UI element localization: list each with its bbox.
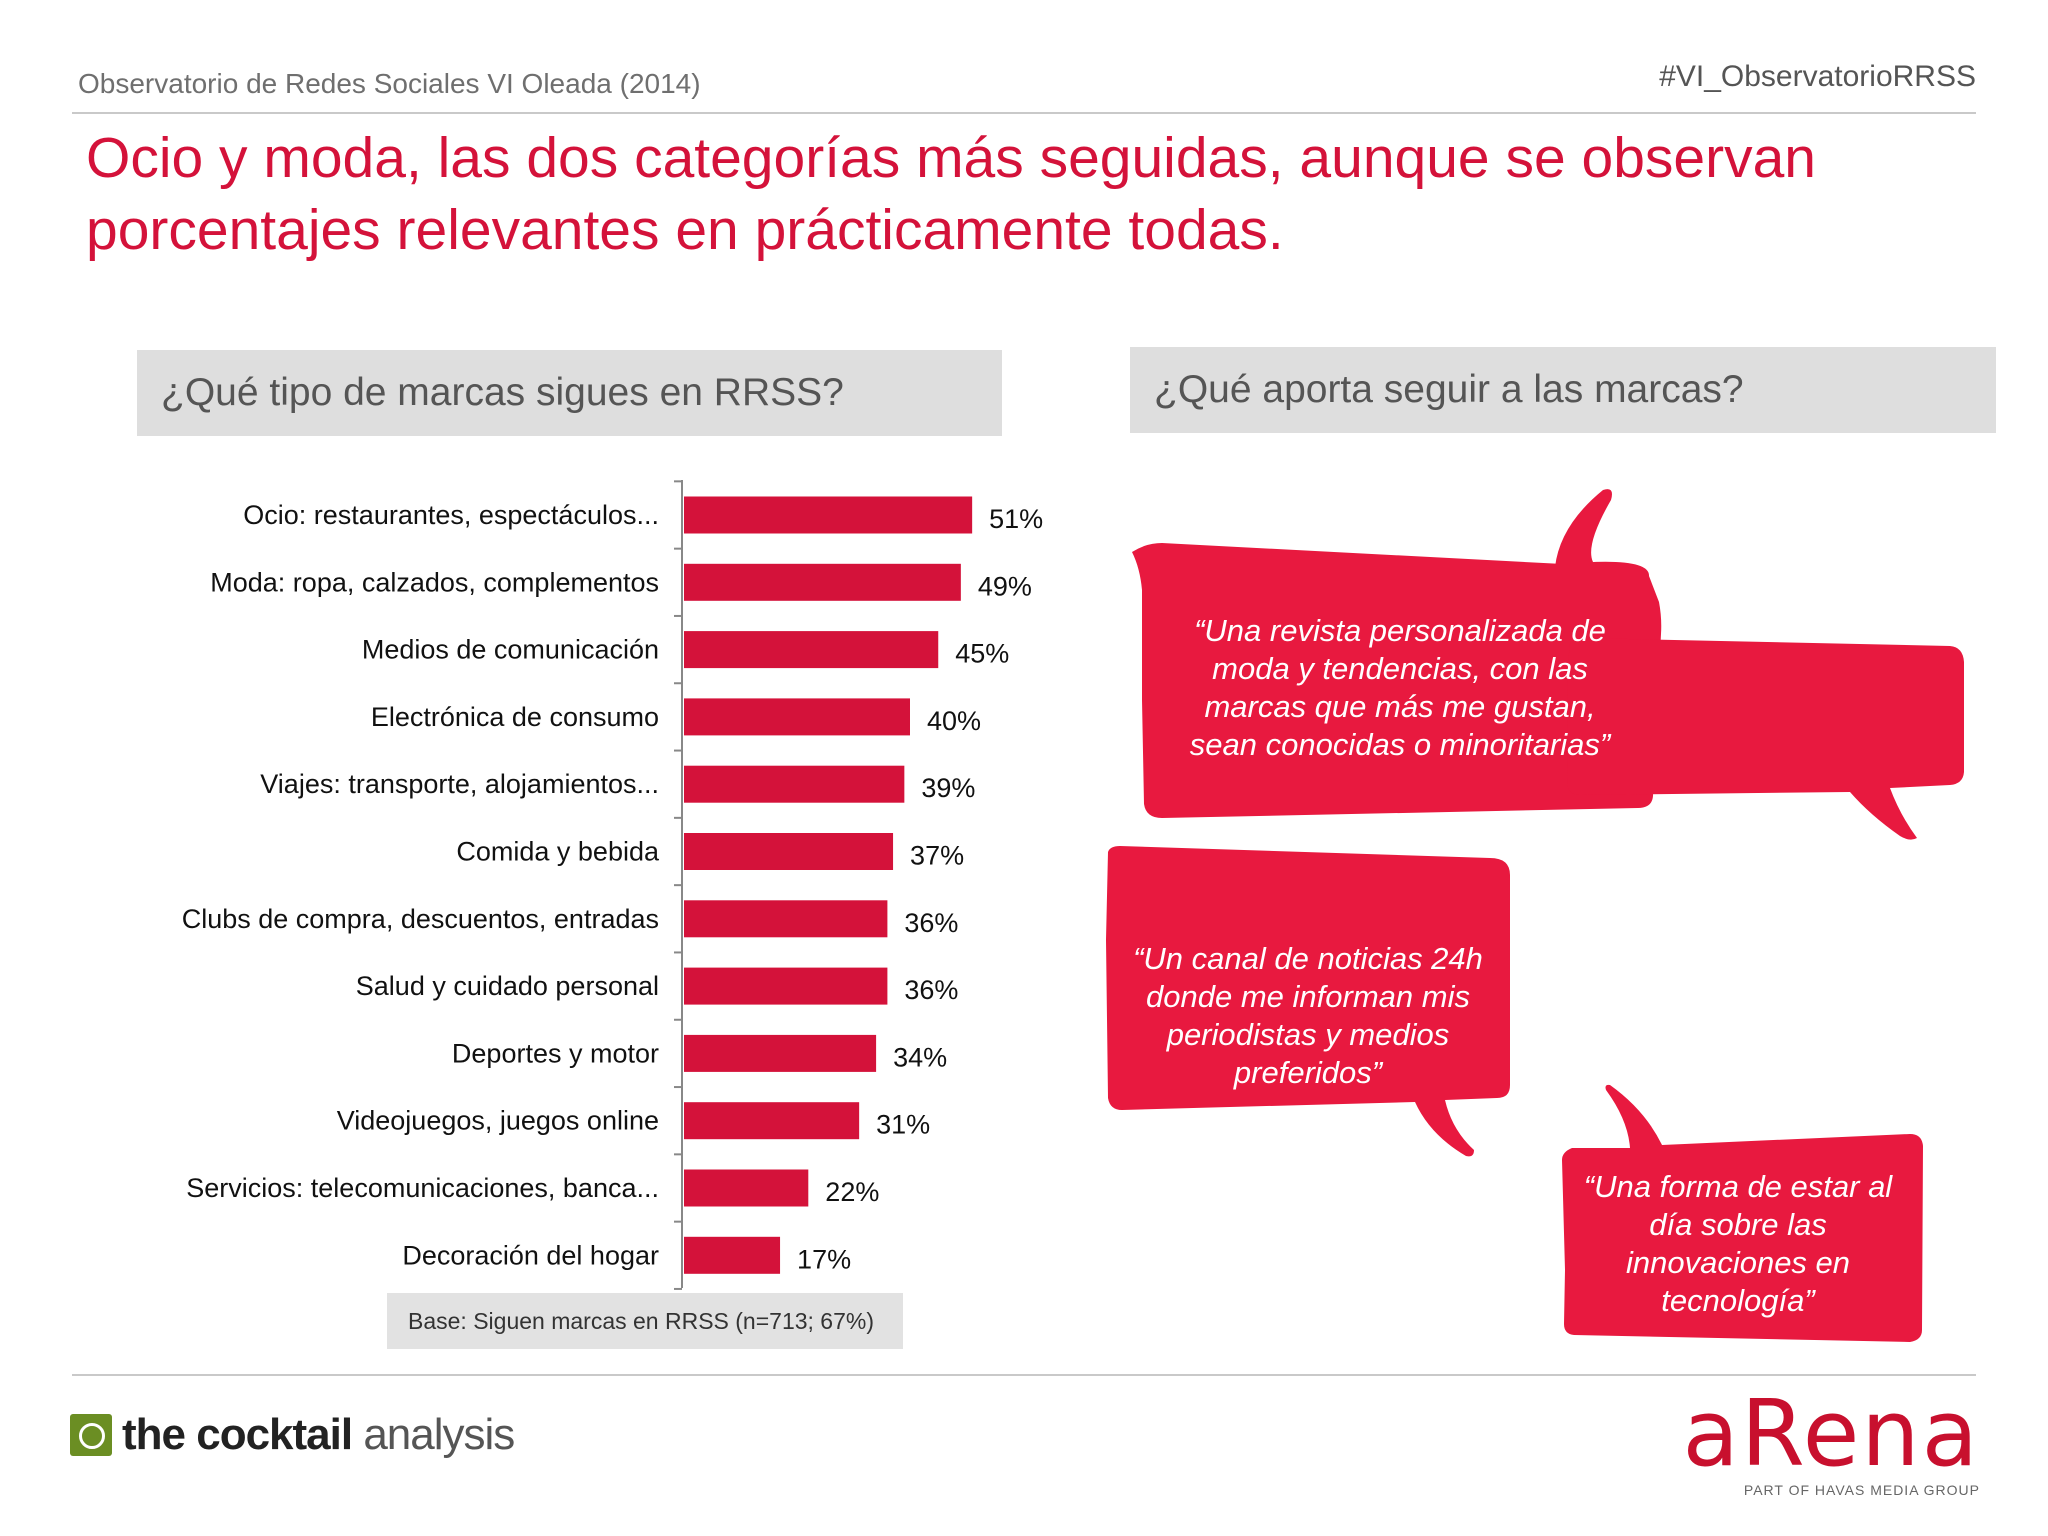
bar-value-label: 34% xyxy=(893,1042,947,1072)
category-label: Electrónica de consumo xyxy=(371,702,659,732)
category-label: Clubs de compra, descuentos, entradas xyxy=(182,904,659,934)
arena-logo-word: aRena xyxy=(1682,1380,1980,1487)
speech-bubble-1 xyxy=(1132,489,1662,818)
category-label: Servicios: telecomunicaciones, banca... xyxy=(186,1173,659,1203)
question-benefits: ¿Qué aporta seguir a las marcas? xyxy=(1130,347,1996,433)
hashtag: #VI_ObservatorioRRSS xyxy=(1659,60,1976,93)
bar xyxy=(684,967,888,1005)
quote-technology: “Una forma de estar al día sobre las inn… xyxy=(1583,1169,1893,1318)
bar xyxy=(684,1034,877,1072)
bar-value-label: 40% xyxy=(927,706,981,736)
bar xyxy=(684,833,894,870)
cocktail-logo-light: analysis xyxy=(363,1410,515,1459)
category-label: Viajes: transporte, alojamientos... xyxy=(260,769,659,799)
bar xyxy=(684,1236,781,1274)
cocktail-logo-icon xyxy=(70,1414,112,1456)
cocktail-logo-text: the cocktail analysis xyxy=(122,1410,515,1460)
speech-bubbles xyxy=(1106,489,1964,1342)
bar xyxy=(684,1169,809,1207)
bar-value-label: 37% xyxy=(910,841,964,871)
arena-logo: aRena PART OF HAVAS MEDIA GROUP xyxy=(1682,1380,1980,1499)
bubble-4-fill xyxy=(1566,1270,1568,1272)
bar xyxy=(684,631,939,669)
bar-value-label: 49% xyxy=(978,571,1032,601)
category-label: Videojuegos, juegos online xyxy=(337,1106,659,1136)
bar-value-label: 17% xyxy=(797,1244,851,1274)
quote-magazine: “Una revista personalizada de moda y ten… xyxy=(1189,613,1611,762)
quote-news-channel: “Un canal de noticias 24h donde me infor… xyxy=(1133,941,1483,1090)
speech-bubble-2 xyxy=(1567,638,1964,840)
category-label: Medios de comunicación xyxy=(362,635,659,665)
page-title: Ocio y moda, las dos categorías más segu… xyxy=(86,126,1816,262)
category-label: Decoración del hogar xyxy=(402,1240,659,1270)
bar-value-label: 45% xyxy=(955,639,1009,669)
footer-divider xyxy=(72,1374,1976,1376)
question-left-text: ¿Qué tipo de marcas sigues en RRSS? xyxy=(161,371,844,414)
arena-logo-subtitle: PART OF HAVAS MEDIA GROUP xyxy=(1743,1482,1980,1498)
bar-value-label: 31% xyxy=(876,1110,930,1140)
bar xyxy=(684,900,888,938)
bar-chart: Ocio: restaurantes, espectáculos... 51% Mo… xyxy=(182,480,1043,1290)
bar-value-label: 36% xyxy=(904,908,958,938)
base-note: Base: Siguen marcas en RRSS (n=713; 67%) xyxy=(387,1293,903,1349)
header-divider xyxy=(72,112,1976,114)
question-right-text: ¿Qué aporta seguir a las marcas? xyxy=(1154,368,1744,411)
cocktail-logo-bold: the cocktail xyxy=(122,1410,353,1459)
the-cocktail-analysis-logo: the cocktail analysis xyxy=(70,1410,515,1460)
bar xyxy=(684,698,910,736)
category-label: Deportes y motor xyxy=(452,1038,659,1068)
speech-bubble-3 xyxy=(1106,846,1510,1157)
report-subtitle: Observatorio de Redes Sociales VI Oleada… xyxy=(78,68,701,99)
bar-value-label: 39% xyxy=(921,773,975,803)
category-label: Ocio: restaurantes, espectáculos... xyxy=(243,500,659,530)
bar xyxy=(684,563,961,601)
bar-value-label: 36% xyxy=(904,975,958,1005)
speech-bubble-4 xyxy=(1562,1084,1923,1342)
bar xyxy=(684,765,905,803)
bar xyxy=(684,496,973,534)
bar-value-label: 22% xyxy=(825,1177,879,1207)
quote-leisure-guide: “Una guía que me da ideas de actividades… xyxy=(1581,879,1955,990)
category-label: Salud y cuidado personal xyxy=(356,971,659,1001)
bar xyxy=(684,1102,860,1140)
base-note-text: Base: Siguen marcas en RRSS (n=713; 67%) xyxy=(408,1307,874,1334)
category-label: Comida y bebida xyxy=(456,837,660,867)
bar-value-label: 51% xyxy=(989,504,1043,534)
category-label: Moda: ropa, calzados, complementos xyxy=(210,567,659,597)
question-brands-followed: ¿Qué tipo de marcas sigues en RRSS? xyxy=(137,350,1002,436)
